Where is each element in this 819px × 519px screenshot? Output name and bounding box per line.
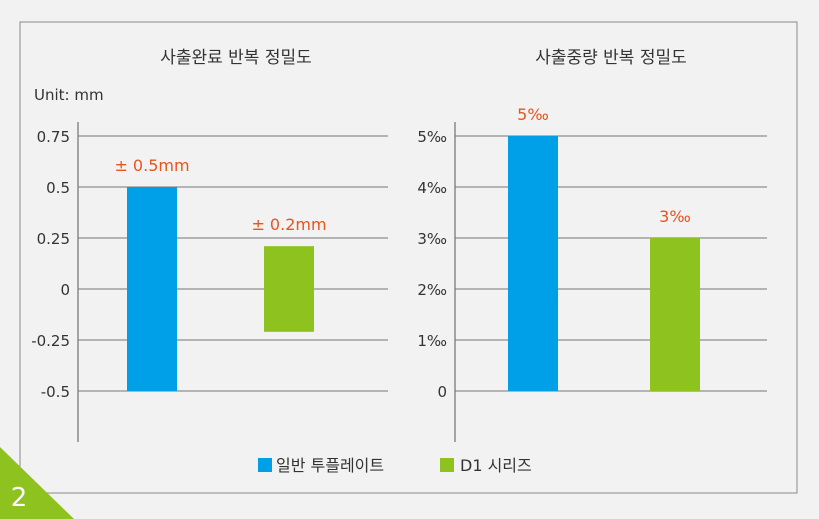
badge-triangle	[0, 447, 74, 519]
legend-label: 일반 투플레이트	[276, 456, 384, 475]
legend: 일반 투플레이트 D1 시리즈	[258, 456, 532, 475]
unit-label: Unit: mm	[34, 86, 104, 104]
legend-swatch-green	[440, 458, 454, 472]
data-label: ± 0.2mm	[251, 215, 326, 234]
y-tick-label: 0	[60, 281, 70, 299]
y-tick-label: 2‰	[417, 281, 447, 299]
y-tick-label: 1‰	[417, 332, 447, 350]
y-tick-label: 0.5	[46, 179, 70, 197]
bar-standard	[127, 187, 177, 391]
chart-title: 사출완료 반복 정밀도	[160, 48, 312, 68]
y-tick-label: 5‰	[417, 128, 447, 146]
chart-injection-completion-precision: 사출완료 반복 정밀도 Unit: mm 0.75 0.5 0.25 0 -0.25 -0…	[31, 48, 388, 442]
y-tick-label: 3‰	[417, 230, 447, 248]
chart-injection-weight-precision: 사출중량 반복 정밀도 5‰ 4‰ 3‰ 2‰ 1‰ 0 5‰ 3‰	[417, 48, 767, 442]
badge-number: 2	[11, 483, 28, 513]
y-tick-label: -0.25	[31, 332, 70, 350]
panel-border	[19, 21, 798, 494]
data-label: 5‰	[517, 105, 549, 124]
legend-label: D1 시리즈	[460, 456, 532, 475]
y-tick-label: -0.5	[41, 383, 70, 401]
legend-swatch-blue	[258, 458, 272, 472]
page-number-badge: 2	[0, 447, 74, 519]
bar-d1-series	[264, 246, 314, 332]
y-tick-label: 0	[437, 383, 447, 401]
y-tick-label: 0.75	[37, 128, 70, 146]
data-label: ± 0.5mm	[114, 156, 189, 175]
chart-title: 사출중량 반복 정밀도	[535, 48, 687, 68]
y-tick-label: 4‰	[417, 179, 447, 197]
bar-standard	[508, 136, 558, 391]
bar-d1-series	[650, 238, 700, 391]
y-tick-label: 0.25	[37, 230, 70, 248]
data-label: 3‰	[659, 207, 691, 226]
